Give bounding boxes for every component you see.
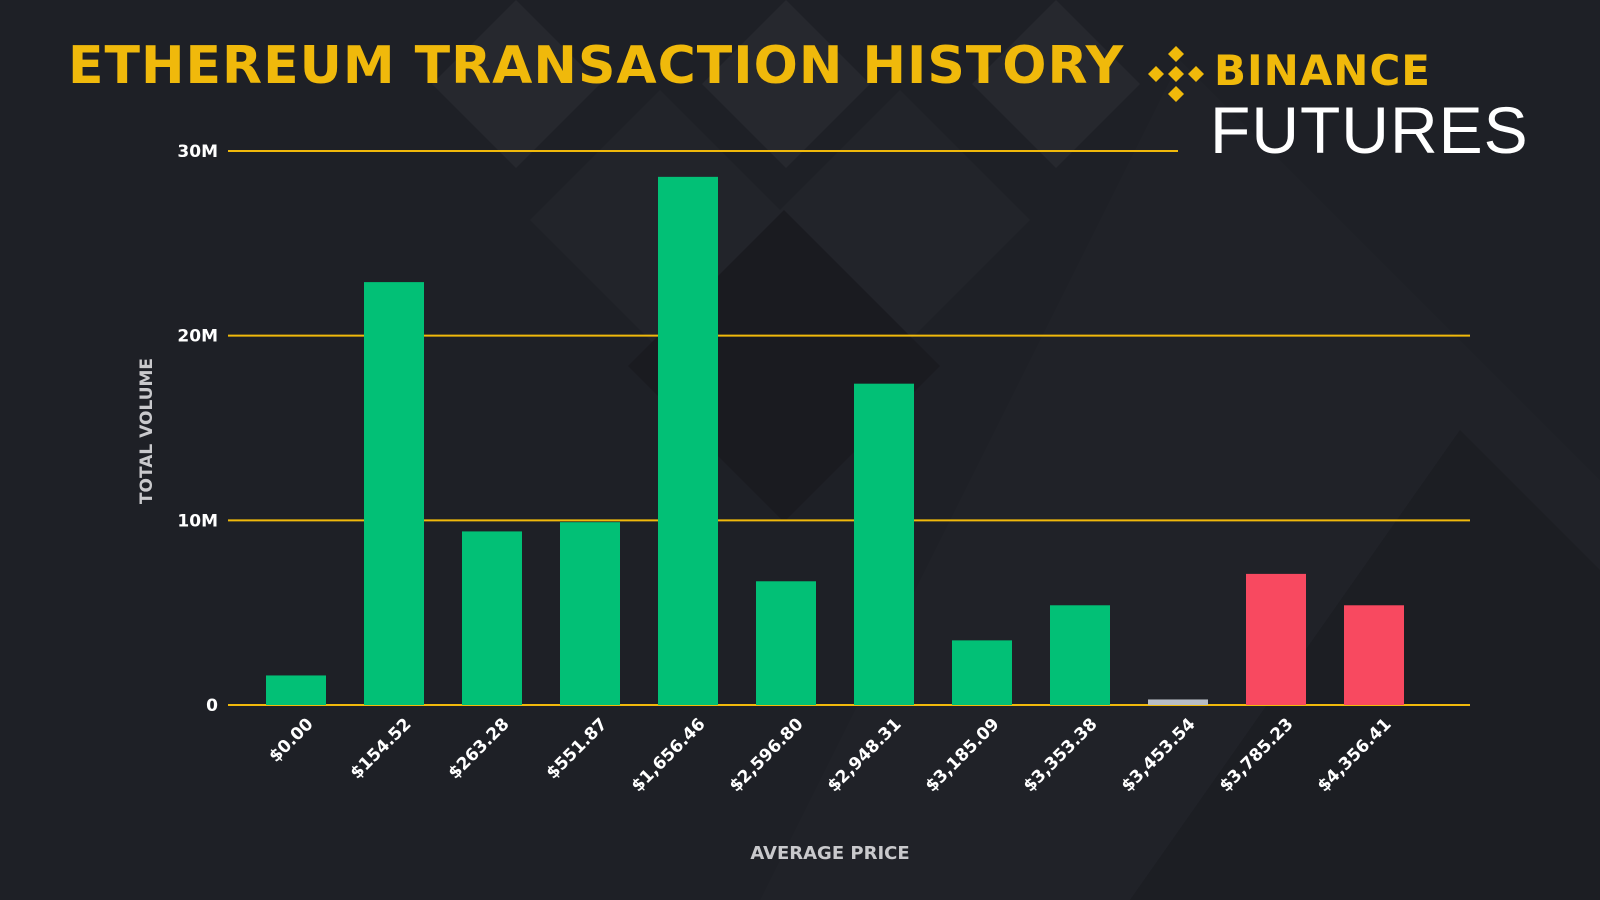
x-tick-label: $3,785.23	[1216, 714, 1298, 796]
x-tick-label: $3,453.54	[1118, 714, 1200, 796]
bar	[952, 640, 1012, 705]
x-tick-label: $0.00	[265, 714, 317, 766]
bar	[1344, 605, 1404, 705]
bar	[854, 383, 914, 705]
y-tick-label: 30M	[177, 142, 218, 162]
binance-futures-logo: BINANCE FUTURES	[1146, 44, 1546, 167]
y-axis-ticks: 0 10M 20M 30M	[177, 142, 218, 716]
x-tick-label: $1,656.46	[628, 714, 710, 796]
y-axis-label-wrap: TOTAL VOLUME	[137, 331, 159, 531]
logo-product-text: FUTURES	[1210, 93, 1529, 167]
x-tick-label: $4,356.41	[1314, 714, 1396, 796]
x-tick-label: $263.28	[445, 714, 514, 783]
x-tick-label: $3,185.09	[922, 714, 1004, 796]
bar	[1246, 573, 1306, 705]
bar	[462, 531, 522, 705]
bar	[1050, 605, 1110, 705]
binance-diamond-icon	[1148, 46, 1204, 102]
bar	[658, 176, 718, 705]
x-tick-label: $2,948.31	[824, 714, 906, 796]
y-tick-label: 20M	[177, 327, 218, 347]
bar	[364, 282, 424, 705]
bar	[560, 522, 620, 705]
chart-title: ETHEREUM TRANSACTION HISTORY	[68, 36, 1125, 96]
x-axis-label: AVERAGE PRICE	[750, 843, 910, 864]
x-axis-ticks: $0.00 $154.52 $263.28 $551.87 $1,656.46 $2,59…	[265, 714, 1395, 796]
x-tick-label: $551.87	[543, 714, 612, 783]
x-tick-label: $154.52	[347, 714, 416, 783]
y-axis-label: TOTAL VOLUME	[137, 357, 157, 505]
x-tick-label: $3,353.38	[1020, 714, 1102, 796]
y-tick-label: 10M	[177, 511, 218, 531]
logo-brand-text: BINANCE	[1214, 46, 1431, 95]
bar	[756, 581, 816, 705]
bars	[266, 176, 1404, 705]
x-tick-label: $2,596.80	[726, 714, 808, 796]
bar	[266, 675, 326, 705]
bar	[1148, 699, 1208, 705]
y-tick-label: 0	[206, 696, 218, 716]
